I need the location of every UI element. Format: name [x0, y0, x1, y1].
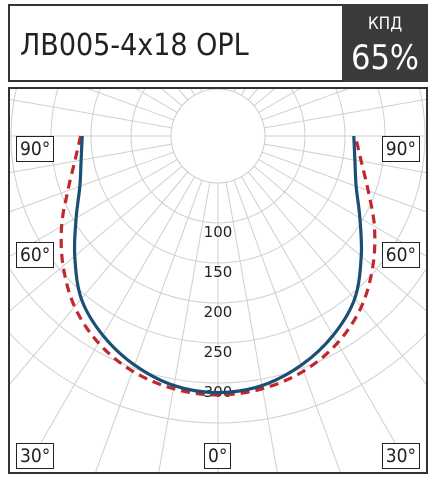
- angle-label-0: 0°: [204, 443, 232, 469]
- radial-tick-label: 150: [204, 263, 233, 281]
- angle-label-60-left: 60°: [16, 242, 55, 268]
- grid-spoke: [264, 98, 426, 129]
- grid-spoke: [233, 89, 236, 93]
- grid-spoke: [95, 179, 203, 472]
- grid-spoke: [10, 159, 178, 257]
- radial-tick-label: 100: [204, 223, 233, 241]
- grid-spoke: [10, 98, 172, 129]
- efficiency-value: 65%: [351, 38, 419, 78]
- grid-spoke: [253, 165, 426, 312]
- grid-spoke: [241, 176, 402, 455]
- grid-spoke: [10, 143, 172, 174]
- grid-spoke: [10, 165, 183, 312]
- angle-label-30-left: 30°: [16, 443, 55, 469]
- model-name: ЛВ005-4x18 OPL: [20, 28, 249, 63]
- grid-spoke: [158, 182, 211, 472]
- grid-spoke: [247, 171, 426, 385]
- grid-spoke: [10, 151, 175, 213]
- radial-tick-label: 200: [204, 303, 233, 321]
- grid-spoke: [264, 143, 426, 174]
- grid-spoke: [258, 159, 426, 257]
- radial-tick-label: 250: [204, 343, 233, 361]
- grid-spoke: [261, 89, 349, 121]
- angle-label-90-right: 90°: [381, 136, 420, 162]
- series-line-dashed: [59, 135, 377, 397]
- grid-spoke: [190, 89, 195, 96]
- polar-chart: 100 150 200 250 300 90° 90° 60° 60° 30° 30° …: [8, 87, 428, 474]
- series-line-solid: [72, 135, 364, 395]
- efficiency-badge: КПД 65%: [342, 4, 428, 82]
- grid-spoke: [233, 179, 341, 472]
- grid-spoke: [200, 89, 203, 93]
- grid-spoke: [10, 171, 189, 385]
- inner-circle: [170, 89, 266, 184]
- grid-spoke: [225, 182, 278, 472]
- angle-label-30-right: 30°: [381, 443, 420, 469]
- grid-spoke: [241, 89, 246, 96]
- angle-label-90-left: 90°: [16, 136, 55, 162]
- angle-label-60-right: 60°: [381, 242, 420, 268]
- grid-spoke: [87, 89, 175, 121]
- luminaire-header: ЛВ005-4x18 OPL КПД 65%: [8, 4, 428, 82]
- grid-spoke: [261, 151, 426, 213]
- efficiency-label: КПД: [367, 14, 403, 34]
- grid-spoke: [34, 176, 195, 455]
